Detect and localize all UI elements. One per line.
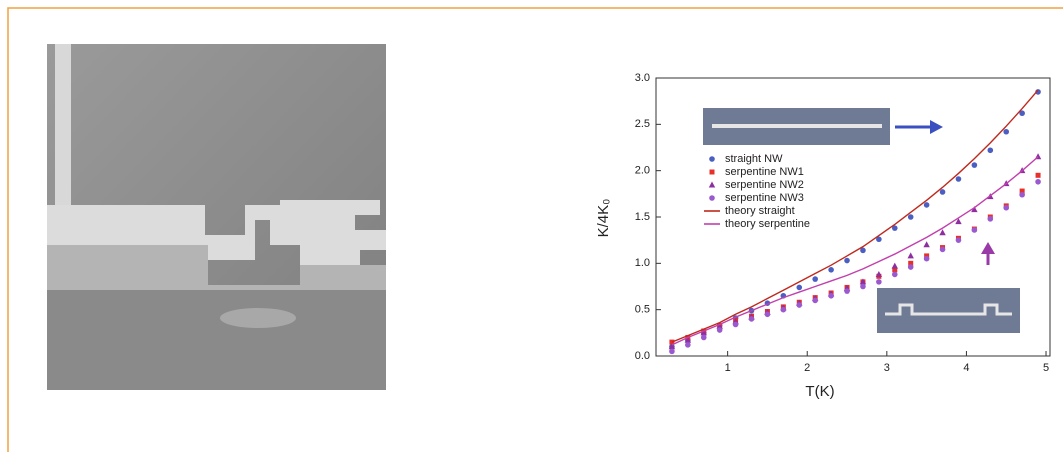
- data-point: [1003, 129, 1009, 135]
- data-point: [923, 241, 929, 247]
- legend-label: straight NW: [725, 153, 783, 165]
- data-point: [860, 284, 866, 290]
- data-point: [1036, 173, 1041, 178]
- data-point: [796, 302, 802, 308]
- data-point: [828, 267, 834, 273]
- data-point: [988, 147, 994, 153]
- data-point: [956, 176, 962, 182]
- inset-top: [703, 108, 943, 145]
- data-point: [892, 272, 898, 278]
- page: T(K) K/4K₀ 0.0 0.5 1.0 1.5 2.0 2.5 3.0 1 2 3 4 5 str…: [0, 0, 1063, 452]
- data-point: [924, 256, 930, 262]
- data-point: [828, 293, 834, 299]
- legend-swatch: [710, 170, 715, 175]
- data-point: [1019, 192, 1025, 198]
- data-point: [988, 216, 994, 222]
- data-point: [796, 285, 802, 291]
- y-tick-label: 1.5: [635, 211, 650, 223]
- data-point: [669, 349, 675, 355]
- y-tick-label: 1.0: [635, 257, 650, 269]
- data-point: [1003, 205, 1009, 211]
- data-point: [749, 316, 755, 322]
- data-point: [733, 322, 739, 328]
- y-tick-label: 2.0: [635, 165, 650, 177]
- data-point: [956, 237, 962, 243]
- y-tick-label: 0.5: [635, 304, 650, 316]
- legend-swatch: [709, 182, 715, 188]
- legend-label: theory straight: [725, 205, 795, 217]
- data-point: [844, 258, 850, 264]
- data-point: [908, 252, 914, 258]
- data-point: [685, 342, 691, 348]
- x-tick-label: 1: [725, 362, 731, 374]
- x-tick-label: 4: [963, 362, 969, 374]
- data-point: [876, 279, 882, 285]
- data-point: [812, 276, 818, 282]
- legend-label: serpentine NW3: [725, 192, 804, 204]
- y-tick-label: 2.5: [635, 118, 650, 130]
- legend-label: serpentine NW1: [725, 166, 804, 178]
- data-point: [940, 247, 946, 253]
- data-point: [781, 307, 787, 313]
- data-point: [701, 335, 707, 341]
- figure: T(K) K/4K₀ 0.0 0.5 1.0 1.5 2.0 2.5 3.0 1 2 3 4 5 str…: [0, 0, 1063, 452]
- data-point: [908, 214, 914, 220]
- legend-label: serpentine NW2: [725, 179, 804, 191]
- data-point: [972, 227, 978, 233]
- x-tick-label: 3: [884, 362, 890, 374]
- data-point: [972, 162, 978, 168]
- y-tick-label: 3.0: [635, 72, 650, 84]
- y-axis-label: K/4K₀: [595, 199, 612, 238]
- inset-bottom: [877, 242, 1020, 333]
- sem-image: [47, 44, 386, 390]
- data-point: [940, 189, 946, 195]
- legend-label: theory serpentine: [725, 218, 810, 230]
- data-point: [1035, 179, 1041, 185]
- x-axis-label: T(K): [805, 383, 834, 400]
- data-point: [765, 312, 771, 318]
- legend-swatch: [709, 156, 715, 162]
- data-point: [892, 263, 898, 269]
- y-tick-label: 0.0: [635, 350, 650, 362]
- legend-swatch: [709, 195, 715, 201]
- data-point: [717, 327, 723, 333]
- data-point: [844, 288, 850, 294]
- data-point: [812, 298, 818, 304]
- data-point: [908, 264, 914, 270]
- x-tick-label: 5: [1043, 362, 1049, 374]
- x-tick-label: 2: [804, 362, 810, 374]
- data-point: [924, 202, 930, 208]
